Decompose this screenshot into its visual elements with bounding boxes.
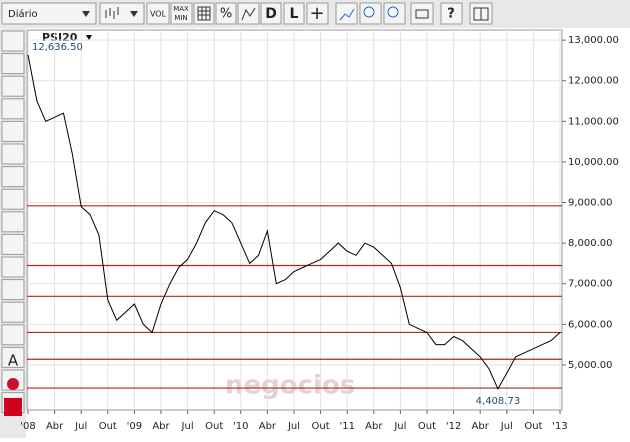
help-label: ? (447, 7, 455, 22)
grid-button[interactable] (193, 2, 215, 25)
x-tick-label: Abr (152, 421, 170, 432)
x-tick-label: Out (99, 421, 117, 432)
vol-label: VOL (150, 10, 167, 19)
y-tick-label: 7,000.00 (568, 279, 613, 290)
indicator-icon (241, 7, 256, 21)
tool-button[interactable] (1, 233, 25, 255)
x-tick-label: Abr (46, 421, 64, 432)
y-tick-label: 5,000.00 (568, 360, 613, 371)
daily-button[interactable] (260, 2, 282, 25)
maxmin-button[interactable] (170, 2, 193, 25)
delete-icon (7, 378, 19, 390)
crosshair-button[interactable] (306, 2, 329, 25)
x-tick-label: Abr (472, 421, 490, 432)
zoom-icon (387, 6, 399, 18)
text-tool-label: A (8, 352, 19, 370)
y-tick-label: 12,000.00 (568, 76, 619, 87)
tool-button[interactable] (1, 143, 25, 165)
value-label: 4,408.73 (476, 396, 521, 407)
x-tick-label: '12 (446, 421, 461, 432)
candle-icon (105, 7, 119, 19)
print-button[interactable] (410, 2, 434, 25)
y-tick-label: 13,000.00 (568, 35, 619, 46)
trend-button[interactable] (335, 2, 358, 25)
tool-button[interactable] (1, 256, 25, 278)
daily-label: D (265, 6, 277, 22)
crosshair-label: + (309, 3, 324, 24)
zoom-in-button[interactable] (383, 2, 406, 25)
chart-style-button[interactable] (99, 2, 145, 25)
y-tick-label: 11,000.00 (568, 116, 619, 127)
tool-button[interactable] (1, 75, 25, 97)
x-tick-label: Out (312, 421, 330, 432)
dropdown-arrow (82, 11, 90, 17)
legend-arrow (86, 35, 92, 40)
tool-button[interactable] (1, 53, 25, 75)
dropdown-arrow (130, 11, 138, 17)
color-swatch[interactable] (4, 398, 22, 416)
x-tick-label: '10 (233, 421, 248, 432)
x-tick-label: '11 (339, 421, 354, 432)
y-tick-label: 8,000.00 (568, 238, 613, 249)
x-tick-label: Jul (393, 421, 406, 432)
tool-button[interactable] (1, 166, 25, 188)
y-tick-label: 10,000.00 (568, 157, 619, 168)
x-tick-label: Abr (259, 421, 277, 432)
line-label: L (290, 6, 299, 22)
x-tick-label: Out (205, 421, 223, 432)
tool-button[interactable] (1, 98, 25, 120)
print-icon (415, 9, 429, 19)
tool-button[interactable] (1, 120, 25, 142)
tools (1, 30, 25, 414)
x-tick-label: Out (524, 421, 542, 432)
x-tick-label: Jul (500, 421, 513, 432)
tool-button[interactable] (1, 346, 25, 368)
line-button[interactable] (283, 2, 305, 25)
period-label: Diário (8, 8, 38, 20)
book-icon (473, 7, 489, 21)
tool-button[interactable] (1, 324, 25, 346)
y-tick-label: 9,000.00 (568, 198, 613, 209)
x-tick-label: '13 (552, 421, 567, 432)
max-label: MAX (173, 5, 189, 13)
period-select[interactable] (1, 2, 97, 25)
x-tick-label: '09 (127, 421, 142, 432)
value-label: 12,636.50 (32, 42, 83, 53)
x-tick-label: Out (418, 421, 436, 432)
tool-button[interactable] (1, 30, 25, 52)
x-tick-label: Jul (287, 421, 300, 432)
legend-entry: PSI20 (42, 31, 78, 44)
tool-button[interactable] (1, 301, 25, 323)
x-tick-label: '08 (20, 421, 35, 432)
tool-button[interactable] (1, 188, 25, 210)
y-tick-label: 6,000.00 (568, 319, 613, 330)
min-label: MIN (174, 14, 187, 22)
grid-icon (197, 6, 211, 21)
tool-button[interactable] (1, 211, 25, 233)
help-button[interactable] (440, 2, 463, 25)
percent-label: % (220, 7, 232, 22)
x-tick-label: Abr (365, 421, 383, 432)
x-tick-label: Jul (74, 421, 87, 432)
vol-button[interactable] (146, 2, 170, 25)
trend-icon (339, 8, 355, 21)
zoom-icon (363, 6, 375, 18)
price-line (27, 54, 561, 391)
zoom-out-button[interactable] (359, 2, 382, 25)
watermark: negocios (225, 371, 355, 401)
tool-button[interactable] (1, 279, 25, 301)
percent-button[interactable] (215, 2, 237, 25)
x-tick-label: Jul (181, 421, 194, 432)
